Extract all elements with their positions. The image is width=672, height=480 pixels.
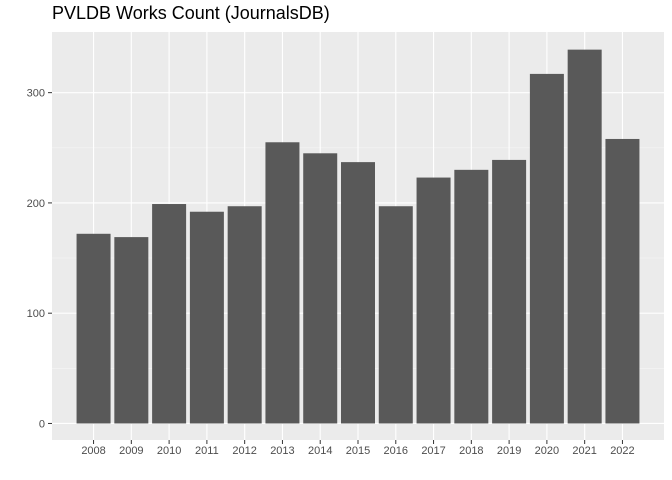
x-tick-label: 2012	[232, 445, 256, 457]
x-tick-label: 2011	[195, 445, 219, 457]
bar-2019	[492, 159, 527, 424]
x-tick-label: 2020	[535, 445, 559, 457]
bar-2015	[341, 162, 375, 424]
x-tick-label: 2019	[497, 445, 521, 457]
bar-2013	[265, 142, 300, 424]
bar-2009	[114, 237, 149, 424]
x-tick-label: 2015	[346, 445, 370, 457]
bar-2022	[605, 138, 640, 424]
bar-2016	[378, 206, 413, 424]
x-axis: 2008 2009 2010 2011 2012 2013 2014 2015 2016 2017…	[81, 440, 635, 457]
x-tick-label: 2021	[572, 445, 596, 457]
bar-2017	[416, 177, 451, 424]
x-tick-label: 2010	[157, 445, 181, 457]
chart-title: PVLDB Works Count (JournalsDB)	[52, 3, 330, 23]
bar-2011	[189, 211, 224, 424]
bar-2012	[227, 206, 262, 424]
x-tick-label: 2014	[308, 445, 332, 457]
y-tick-label: 300	[27, 88, 45, 100]
x-tick-label: 2009	[119, 445, 143, 457]
bar-2010	[152, 204, 187, 424]
bar-2020	[529, 73, 564, 424]
y-tick-label: 200	[27, 198, 45, 210]
x-tick-label: 2018	[459, 445, 483, 457]
x-tick-label: 2016	[384, 445, 408, 457]
x-tick-label: 2017	[421, 445, 445, 457]
bar-2014	[303, 153, 338, 424]
y-tick-label: 0	[39, 418, 45, 430]
x-tick-label: 2022	[610, 445, 634, 457]
bar-2021	[567, 49, 602, 424]
x-tick-label: 2008	[81, 445, 105, 457]
bar-2008	[76, 233, 111, 424]
bar-2018	[454, 169, 489, 424]
y-tick-label: 100	[27, 308, 45, 320]
y-axis: 0 100 200 300	[27, 88, 52, 430]
x-tick-label: 2013	[270, 445, 294, 457]
bars	[76, 49, 640, 424]
